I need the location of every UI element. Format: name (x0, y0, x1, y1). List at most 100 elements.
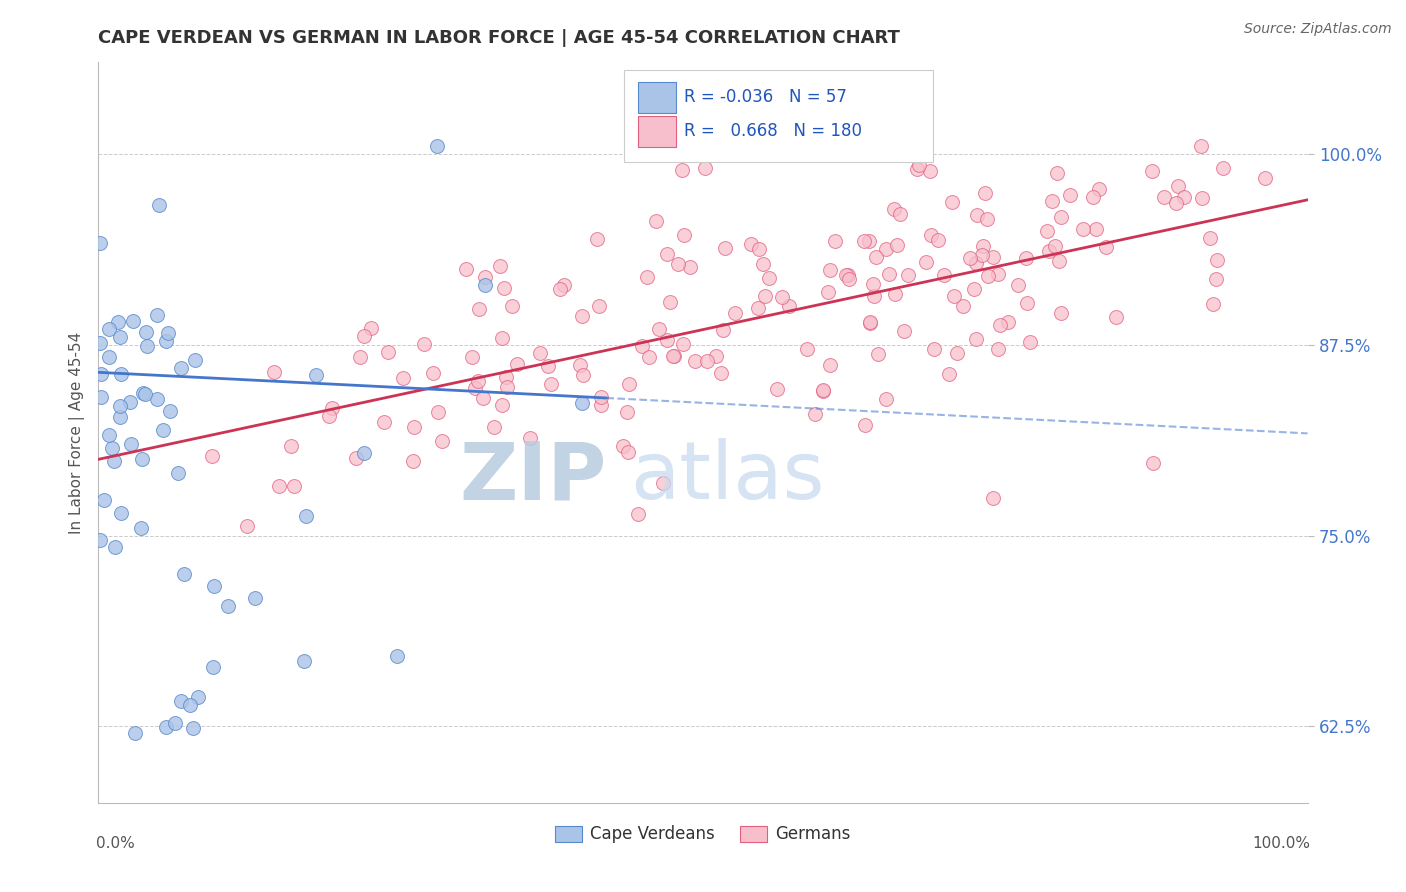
Point (987, 268, 1010, 282)
FancyBboxPatch shape (638, 116, 676, 147)
Point (1105, 310, 1128, 325)
Point (977, 269, 1000, 284)
Point (1085, 222, 1108, 236)
Point (467, 374, 489, 388)
Point (474, 270, 496, 285)
Point (747, 301, 769, 315)
Point (156, 326, 179, 340)
Point (617, 377, 640, 392)
Point (858, 234, 880, 248)
Point (1007, 277, 1029, 292)
Text: R =   0.668   N = 180: R = 0.668 N = 180 (683, 122, 862, 140)
Point (495, 369, 517, 384)
Point (243, 591, 266, 605)
Point (655, 334, 678, 348)
Point (612, 439, 634, 453)
Point (1015, 251, 1038, 265)
Point (889, 206, 911, 220)
Point (710, 366, 733, 380)
Point (184, 353, 207, 368)
Point (90, 390, 112, 404)
Point (122, 313, 145, 327)
Point (468, 301, 491, 316)
Point (432, 434, 454, 449)
Point (1038, 244, 1060, 258)
Point (818, 358, 841, 372)
Point (505, 357, 527, 371)
Point (1142, 456, 1164, 470)
Point (835, 268, 858, 282)
Y-axis label: In Labor Force | Age 45-54: In Labor Force | Age 45-54 (69, 332, 84, 533)
Point (159, 404, 181, 418)
Point (373, 415, 395, 429)
Point (934, 268, 956, 283)
Text: ZIP: ZIP (458, 438, 606, 516)
Point (959, 251, 981, 265)
Point (591, 390, 613, 404)
Point (875, 243, 897, 257)
Point (811, 384, 834, 398)
Point (464, 381, 486, 395)
Point (1191, 190, 1213, 204)
Point (120, 436, 142, 450)
Point (589, 398, 612, 412)
Point (853, 417, 876, 432)
Point (918, 164, 941, 178)
Point (966, 207, 988, 221)
Point (179, 698, 201, 712)
Point (146, 392, 169, 407)
Point (377, 344, 399, 359)
Point (108, 330, 131, 344)
Point (1205, 272, 1227, 286)
Point (519, 431, 541, 445)
Point (724, 306, 747, 320)
Point (173, 566, 195, 581)
Point (879, 267, 901, 281)
Point (103, 540, 125, 554)
Point (946, 346, 969, 360)
Point (167, 466, 190, 480)
Point (920, 228, 942, 243)
Point (89, 235, 111, 250)
Point (427, 405, 450, 419)
Point (98, 322, 121, 336)
Point (965, 256, 987, 270)
Point (943, 289, 966, 303)
Point (679, 260, 702, 274)
Point (972, 248, 994, 262)
Point (1050, 210, 1073, 224)
Point (131, 520, 153, 534)
Point (110, 367, 132, 381)
Point (652, 476, 675, 491)
Point (181, 721, 204, 735)
Point (1042, 194, 1064, 209)
Point (280, 439, 302, 453)
Point (93, 493, 115, 508)
Point (349, 350, 371, 364)
Point (976, 212, 998, 227)
Point (484, 420, 506, 434)
Point (454, 261, 477, 276)
Point (353, 446, 375, 460)
Point (645, 214, 668, 228)
Point (187, 690, 209, 704)
Point (110, 506, 132, 520)
Point (883, 286, 905, 301)
Point (131, 452, 153, 467)
Point (402, 453, 425, 467)
Point (124, 725, 146, 739)
Point (859, 317, 882, 331)
Point (988, 318, 1011, 333)
Point (662, 349, 685, 363)
Point (529, 346, 551, 360)
Point (1173, 190, 1195, 204)
Point (818, 263, 841, 277)
Text: R = -0.036   N = 57: R = -0.036 N = 57 (683, 88, 846, 106)
Point (974, 186, 997, 200)
Point (1199, 230, 1222, 244)
Point (981, 491, 1004, 506)
Point (1254, 171, 1277, 186)
Point (631, 339, 654, 353)
Point (537, 359, 560, 374)
Point (426, 139, 449, 153)
